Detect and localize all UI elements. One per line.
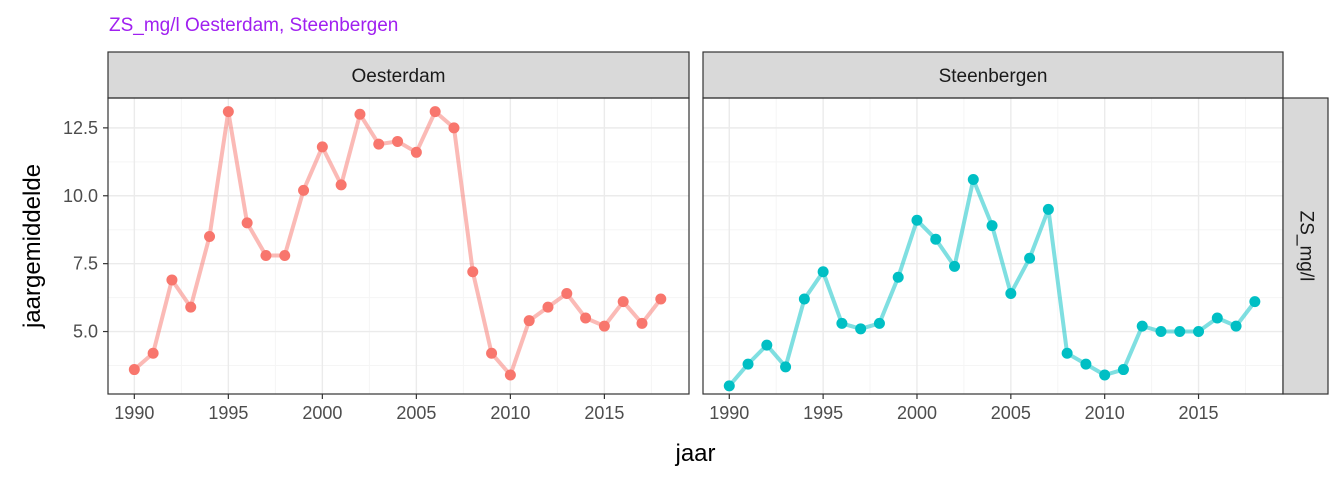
- data-point: [598, 320, 610, 332]
- data-point: [742, 358, 754, 370]
- x-tick-label: 2000: [897, 403, 937, 423]
- data-point: [504, 369, 516, 381]
- data-point: [542, 301, 554, 313]
- row-strip: ZS_mg/l: [1282, 97, 1329, 395]
- plot-title: ZS_mg/l Oesterdam, Steenbergen: [109, 15, 398, 36]
- data-point: [1174, 326, 1186, 338]
- data-point: [892, 271, 904, 283]
- data-point: [636, 317, 648, 329]
- data-point: [655, 293, 667, 305]
- data-point: [1117, 364, 1129, 376]
- data-point: [780, 361, 792, 373]
- data-point: [185, 301, 197, 313]
- x-tick-label: 1995: [208, 403, 248, 423]
- x-tick-label: 2000: [302, 403, 342, 423]
- x-tick-label: 2005: [396, 403, 436, 423]
- y-tick-label: 7.5: [73, 254, 98, 274]
- data-point: [128, 364, 140, 376]
- data-point: [798, 293, 810, 305]
- y-axis-title: jaargemiddelde: [19, 164, 46, 329]
- facet-panels: Oesterdam 1990 1995 2000 2005 2010 2015 5.0 7.5 1…: [63, 51, 1284, 423]
- data-point: [836, 317, 848, 329]
- x-tick-label: 1990: [709, 403, 749, 423]
- x-tick-label: 2010: [1085, 403, 1125, 423]
- strip-label: Steenbergen: [939, 66, 1048, 87]
- data-point: [410, 146, 422, 158]
- data-point: [1061, 347, 1073, 359]
- data-point: [279, 250, 291, 262]
- y-tick-label: 10.0: [63, 186, 98, 206]
- data-point: [1155, 326, 1167, 338]
- data-point: [392, 135, 404, 147]
- data-point: [222, 106, 234, 118]
- data-point: [617, 296, 629, 308]
- data-point: [429, 106, 441, 118]
- strip-background: [702, 51, 1284, 99]
- data-point: [204, 230, 216, 242]
- y-tick-label: 5.0: [73, 322, 98, 342]
- data-point: [1249, 296, 1261, 308]
- row-strip-label: ZS_mg/l: [1295, 211, 1316, 282]
- data-point: [911, 214, 923, 226]
- data-point: [967, 173, 979, 185]
- facet-oesterdam: Oesterdam 1990 1995 2000 2005 2010 2015 5.0 7.5 1…: [63, 51, 690, 423]
- x-tick-label: 2015: [584, 403, 624, 423]
- data-point: [761, 339, 773, 351]
- data-point: [373, 138, 385, 150]
- y-tick-label: 12.5: [63, 118, 98, 138]
- strip-background: [107, 51, 690, 99]
- data-point: [1080, 358, 1092, 370]
- row-strip-background: [1282, 97, 1329, 395]
- x-tick-label: 1990: [114, 403, 154, 423]
- x-axis-title: jaar: [674, 440, 715, 467]
- x-tick-label: 2005: [991, 403, 1031, 423]
- facet-steenbergen: Steenbergen 1990 1995 2000 2005 2010 2015: [702, 51, 1284, 423]
- data-point: [930, 233, 942, 245]
- x-tick-label: 2010: [490, 403, 530, 423]
- data-point: [1230, 320, 1242, 332]
- data-point: [1193, 326, 1205, 338]
- data-point: [260, 250, 272, 262]
- data-point: [241, 217, 253, 229]
- data-point: [448, 122, 460, 134]
- panel-background: [703, 98, 1283, 394]
- data-point: [723, 380, 735, 392]
- x-tick-label: 1995: [803, 403, 843, 423]
- data-point: [166, 274, 178, 286]
- data-point: [873, 317, 885, 329]
- data-point: [855, 323, 867, 335]
- data-point: [316, 141, 328, 153]
- panel-background: [108, 98, 689, 394]
- data-point: [335, 179, 347, 191]
- data-point: [1042, 203, 1054, 215]
- strip-label: Oesterdam: [352, 66, 446, 87]
- data-point: [467, 266, 479, 278]
- data-point: [147, 347, 159, 359]
- data-point: [354, 108, 366, 120]
- data-point: [1211, 312, 1223, 324]
- data-point: [949, 260, 961, 272]
- x-tick-label: 2015: [1179, 403, 1219, 423]
- panel-border: [107, 97, 690, 395]
- data-point: [561, 288, 573, 300]
- data-point: [986, 220, 998, 232]
- data-point: [1099, 369, 1111, 381]
- data-point: [1136, 320, 1148, 332]
- data-point: [1024, 252, 1036, 264]
- data-point: [1005, 288, 1017, 300]
- data-point: [298, 184, 310, 196]
- data-point: [486, 347, 498, 359]
- data-point: [580, 312, 592, 324]
- data-point: [523, 315, 535, 327]
- data-point: [817, 266, 829, 278]
